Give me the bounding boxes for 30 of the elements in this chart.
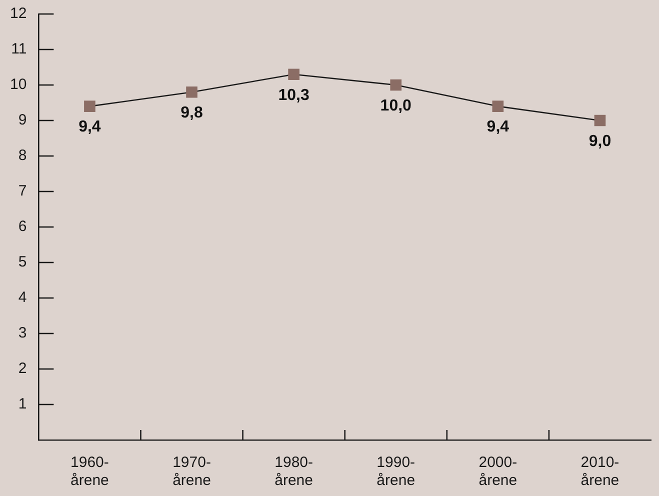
x-tick-label: 1960-årene <box>70 454 109 490</box>
point <box>390 79 402 91</box>
x-tick-label: 1970-årene <box>172 454 211 490</box>
x-tick-label: 1980-årene <box>274 454 314 490</box>
point <box>186 86 198 98</box>
y-tick-label: 5 <box>18 254 27 271</box>
y-tick-label: 3 <box>18 324 27 342</box>
point <box>288 68 300 80</box>
data-label: 10,3 <box>278 86 310 104</box>
data-label: 10,0 <box>380 97 412 114</box>
y-tick-label: 12 <box>10 5 27 22</box>
y-tick-label: 10 <box>10 76 27 94</box>
point <box>492 100 504 112</box>
y-tick-label: 8 <box>18 147 27 164</box>
y-tick-label: 6 <box>18 218 27 236</box>
y-tick-label: 7 <box>18 182 27 200</box>
y-tick-label: 11 <box>11 40 27 58</box>
data-label: 9,8 <box>180 104 203 122</box>
data-label: 9,4 <box>78 118 101 136</box>
x-tick-label: 2010-årene <box>580 454 620 490</box>
x-tick-label: 1990-årene <box>376 454 416 490</box>
x-tick-label: 2000-årene <box>478 454 518 490</box>
y-tick-label: 9 <box>18 112 27 129</box>
data-label: 9,4 <box>486 118 510 136</box>
y-tick-label: 4 <box>18 289 27 306</box>
y-tick-label: 1 <box>18 396 27 413</box>
y-tick-label: 2 <box>18 360 27 378</box>
point <box>594 114 606 126</box>
point <box>84 100 96 112</box>
data-label: 9,0 <box>588 132 612 150</box>
